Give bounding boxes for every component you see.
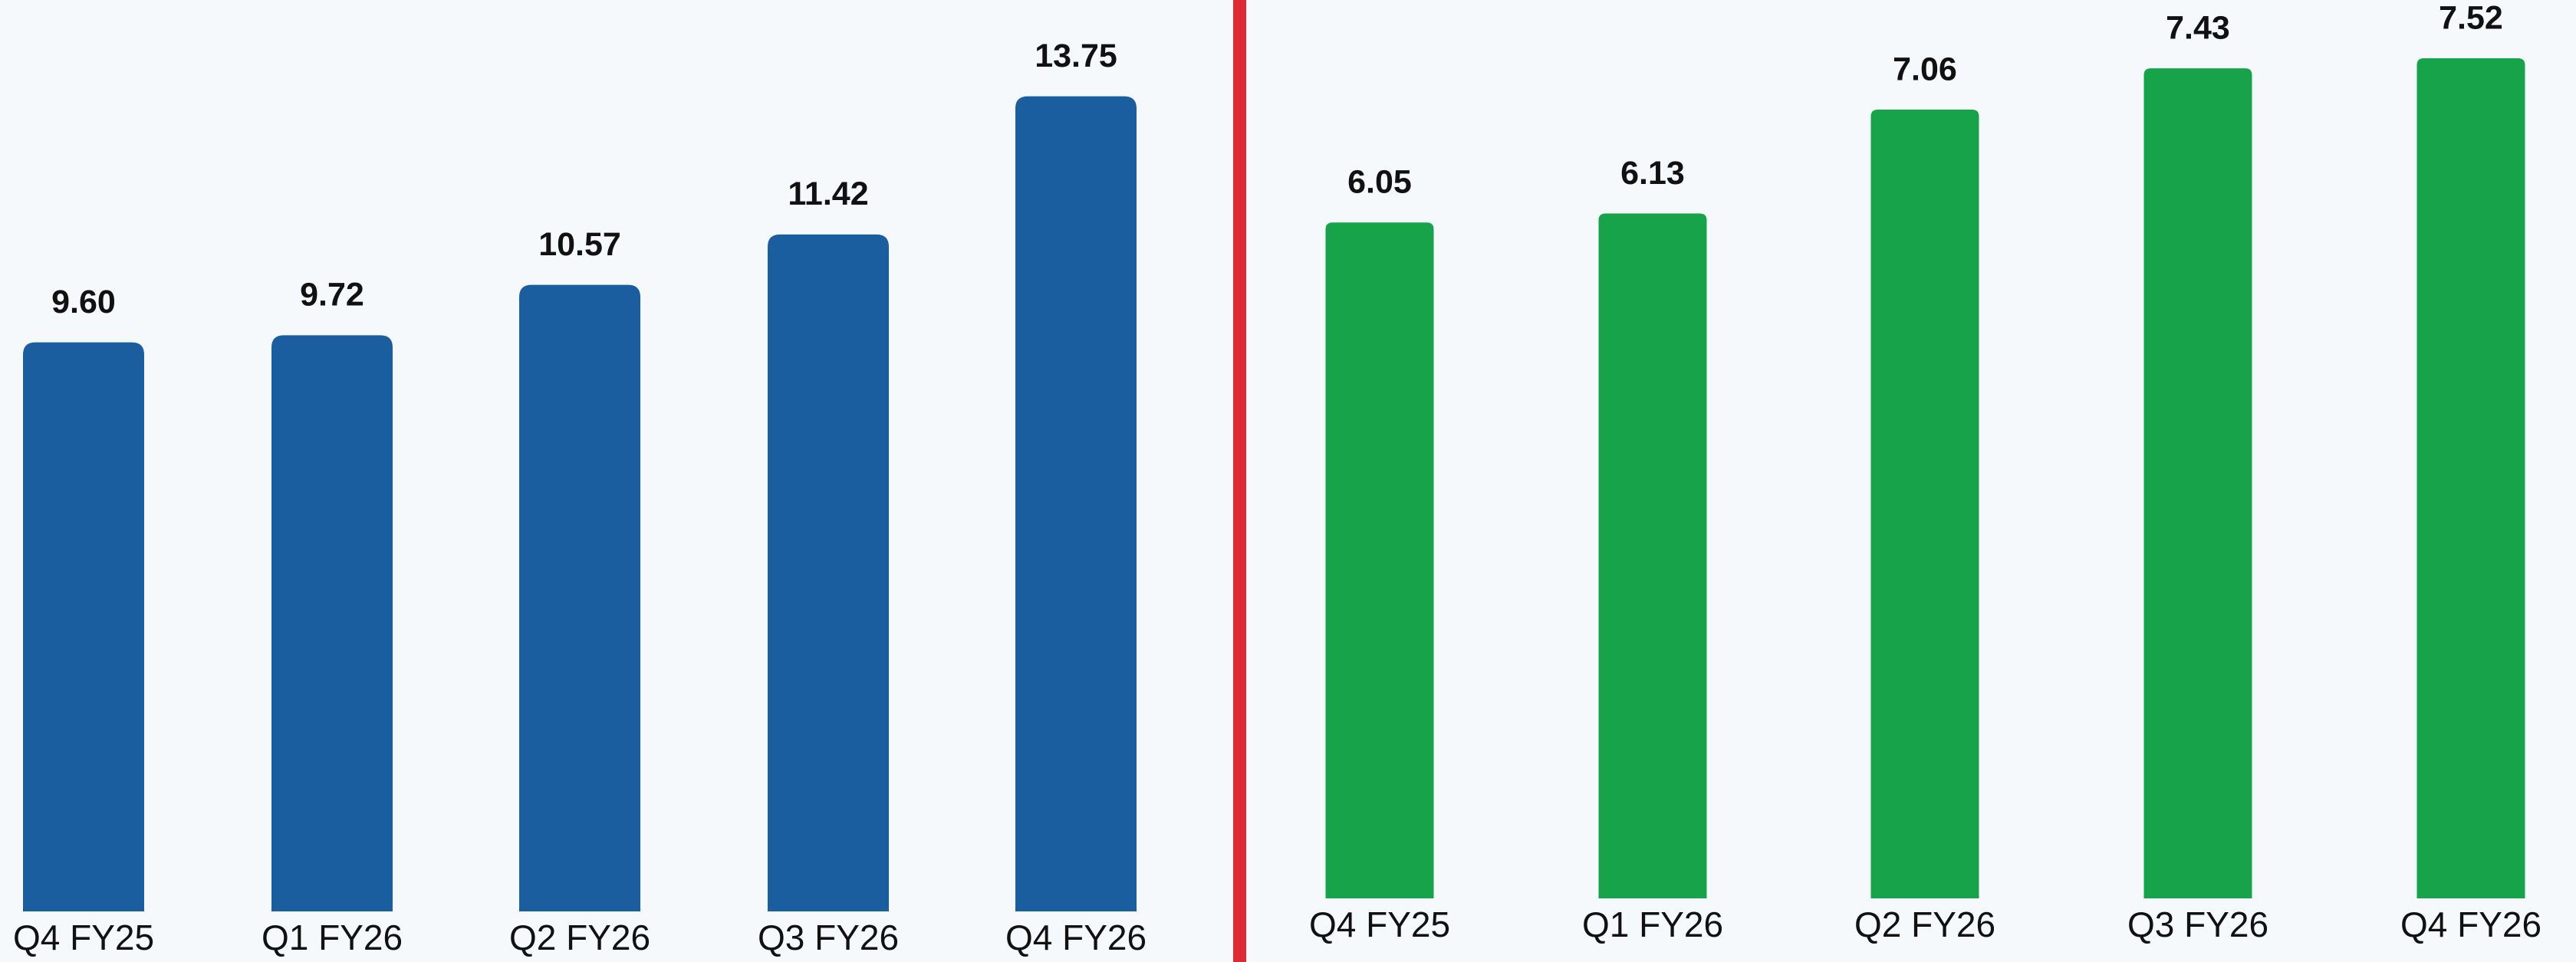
bar <box>519 284 640 911</box>
x-tick-label: Q1 FY26 <box>1582 905 1723 944</box>
x-tick-label: Q4 FY25 <box>13 918 154 957</box>
divider <box>1233 0 1246 962</box>
value-label: 6.05 <box>1347 164 1412 201</box>
x-tick-label: Q3 FY26 <box>2127 905 2268 944</box>
value-label: 9.60 <box>51 284 116 320</box>
x-tick-label: Q1 FY26 <box>262 918 403 957</box>
x-tick-label: Q4 FY26 <box>2400 905 2541 944</box>
bar <box>1325 222 1434 898</box>
bar <box>1598 213 1707 898</box>
bar <box>271 335 393 911</box>
bar <box>1015 96 1137 912</box>
value-label: 10.57 <box>538 226 621 263</box>
x-tick-label: Q2 FY26 <box>509 918 650 957</box>
bar <box>1870 110 1979 898</box>
bar <box>2143 68 2252 898</box>
value-label: 9.72 <box>300 277 364 314</box>
x-tick-label: Q2 FY26 <box>1854 905 1995 944</box>
bar <box>768 234 889 911</box>
x-tick-label: Q4 FY26 <box>1005 918 1147 957</box>
value-label: 11.42 <box>788 176 868 212</box>
bar <box>2416 57 2525 899</box>
value-label: 7.06 <box>1893 51 1957 87</box>
x-tick-label: Q3 FY26 <box>758 918 899 957</box>
bar <box>23 342 144 912</box>
value-label: 6.13 <box>1620 155 1685 192</box>
value-label: 13.75 <box>1035 38 1117 74</box>
x-tick-label: Q4 FY25 <box>1309 905 1450 944</box>
value-label: 7.52 <box>2439 0 2503 36</box>
value-label: 7.43 <box>2166 9 2230 46</box>
